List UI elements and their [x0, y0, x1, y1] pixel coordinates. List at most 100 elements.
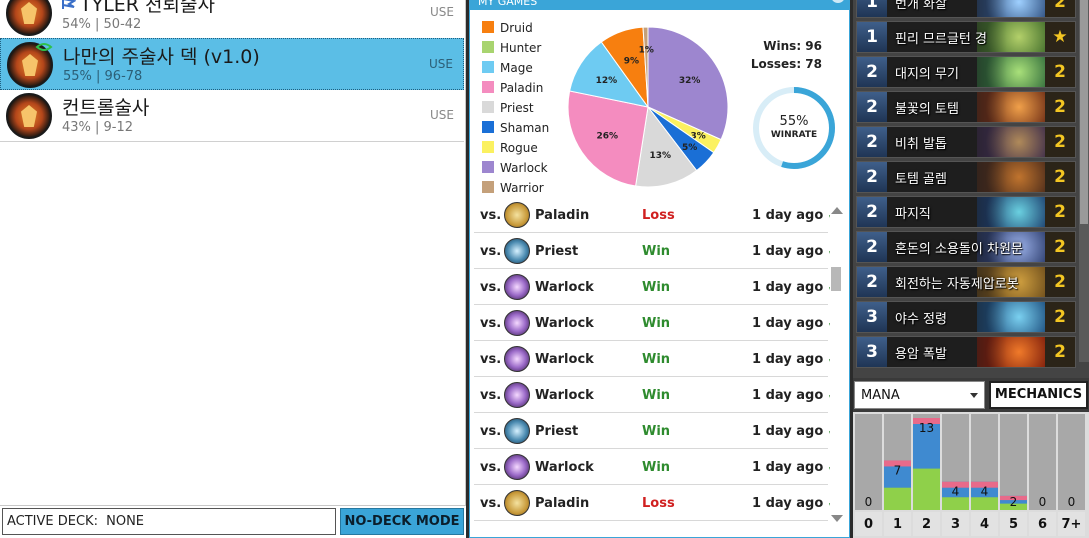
- game-result: Win: [642, 424, 671, 439]
- game-row[interactable]: vs. Warlock Win 1 day ago✓: [474, 377, 830, 413]
- gear-icon[interactable]: [831, 0, 845, 3]
- game-time-text: 1 day ago: [752, 496, 824, 511]
- game-vs-label: vs.: [480, 388, 502, 403]
- legend-swatch: [482, 61, 494, 73]
- mana-cost-cell[interactable]: [913, 512, 940, 536]
- legend-swatch: [482, 21, 494, 33]
- card-row[interactable]: 3 용암 폭발 2: [856, 336, 1076, 368]
- pie-label: 26%: [596, 131, 618, 141]
- card-count: 2: [1045, 232, 1075, 262]
- card-cost: 3: [857, 337, 887, 367]
- card-row[interactable]: 2 비취 발톱 2: [856, 126, 1076, 158]
- card-name: 용암 폭발: [895, 347, 947, 362]
- mana-curve-svg: 0 0 7 1 13 2 4 3 4 4 2 5 0 6 0 7+: [855, 414, 1085, 536]
- card-row[interactable]: 2 대지의 무기 2: [856, 56, 1076, 88]
- pie-label: 13%: [649, 151, 671, 161]
- card-row[interactable]: 2 파지직 2: [856, 196, 1076, 228]
- deck-list: TYLER 천뢰술사 54% | 50-42 USE 나만의 주술사 덱 (v1.0)…: [0, 0, 466, 505]
- legend-item: Warlock: [482, 161, 549, 181]
- priest-hero-icon: [504, 418, 530, 444]
- deck-row[interactable]: 나만의 주술사 덱 (v1.0) 55% | 96-78 USE: [0, 38, 464, 90]
- card-name: 비취 발톱: [895, 137, 947, 152]
- scroll-down-icon[interactable]: [831, 515, 843, 522]
- card-cost: 2: [857, 127, 887, 157]
- deck-name: TYLER 천뢰술사: [62, 0, 215, 17]
- game-row[interactable]: vs. Priest Win 1 day ago✓: [474, 233, 830, 269]
- mana-cost-cell[interactable]: [855, 512, 882, 536]
- card-row[interactable]: 1 번개 화살 2: [856, 0, 1076, 18]
- mana-cost-cell[interactable]: [1058, 512, 1085, 536]
- mana-cost-cell[interactable]: [942, 512, 969, 536]
- game-row[interactable]: vs. Warlock Win 1 day ago✓: [474, 269, 830, 305]
- card-row[interactable]: 2 회전하는 자동제압로봇 2: [856, 266, 1076, 298]
- deck-row[interactable]: 컨트롤술사 43% | 9-12 USE: [0, 90, 464, 142]
- cards-scroll-thumb[interactable]: [1080, 0, 1088, 224]
- check-icon: ✓: [827, 208, 830, 223]
- pie-slice-warrior: [642, 27, 649, 108]
- card-row[interactable]: 3 야수 정령 2: [856, 301, 1076, 333]
- mana-bar-value: 4: [981, 485, 989, 499]
- mana-cost-label: 3: [951, 517, 960, 532]
- game-result: Win: [642, 280, 671, 295]
- card-list: 1 번개 화살 2 1 핀리 므르글턴 경 ★ 2 대지의 무기 2 2 불꽃의 토템 2 2 비취 발톱…: [853, 0, 1089, 378]
- card-name: 파지직: [895, 207, 931, 222]
- card-count: 2: [1045, 337, 1075, 367]
- mana-dropdown[interactable]: MANA: [854, 381, 985, 409]
- mana-cost-cell[interactable]: [1000, 512, 1027, 536]
- no-deck-mode-button[interactable]: NO-DECK MODE: [340, 508, 464, 535]
- opponent-class: Priest: [535, 244, 579, 259]
- active-deck-label: ACTIVE DECK:: [7, 514, 98, 529]
- cards-scrollbar[interactable]: [1079, 0, 1089, 362]
- use-deck-button[interactable]: USE: [430, 5, 454, 19]
- scroll-up-icon[interactable]: [831, 207, 843, 214]
- game-row[interactable]: vs. Paladin Loss 1 day ago✓: [474, 197, 830, 233]
- use-deck-button[interactable]: USE: [430, 108, 454, 122]
- check-icon: ✓: [827, 424, 830, 439]
- games-scrollbar[interactable]: [830, 207, 843, 525]
- warlock-hero-icon: [504, 274, 530, 300]
- deck-cards-panel: 1 번개 화살 2 1 핀리 므르글턴 경 ★ 2 대지의 무기 2 2 불꽃의 토템 2 2 비취 발톱…: [853, 0, 1089, 538]
- shaman-class-icon: [6, 0, 52, 36]
- mana-cost-label: 7+: [1062, 517, 1082, 532]
- card-row[interactable]: 2 혼돈의 소용돌이 차원문 2: [856, 231, 1076, 263]
- legend-label: Druid: [500, 21, 533, 35]
- mana-cost-cell[interactable]: [1029, 512, 1056, 536]
- opponent-class: Warlock: [535, 352, 594, 367]
- game-result: Win: [642, 388, 671, 403]
- mana-bar-value: 0: [1068, 495, 1076, 509]
- game-vs-label: vs.: [480, 460, 502, 475]
- legend-item: Hunter: [482, 41, 549, 61]
- mana-cost-cell[interactable]: [884, 512, 911, 536]
- winrate-ring: [753, 87, 835, 169]
- pie-label: 5%: [682, 143, 697, 153]
- mana-cost-label: 2: [922, 517, 931, 532]
- legend-swatch: [482, 161, 494, 173]
- card-row[interactable]: 2 토템 골렘 2: [856, 161, 1076, 193]
- card-count: 2: [1045, 302, 1075, 332]
- card-name: 번개 화살: [895, 0, 947, 12]
- game-time: 1 day ago✓: [752, 208, 830, 223]
- legend-label: Warrior: [500, 181, 544, 195]
- card-cost: 2: [857, 232, 887, 262]
- card-row[interactable]: 1 핀리 므르글턴 경 ★: [856, 21, 1076, 53]
- game-row[interactable]: vs. Warlock Win 1 day ago✓: [474, 305, 830, 341]
- game-vs-label: vs.: [480, 280, 502, 295]
- game-row[interactable]: vs. Priest Win 1 day ago✓: [474, 413, 830, 449]
- deck-row[interactable]: TYLER 천뢰술사 54% | 50-42 USE: [0, 0, 464, 39]
- game-row[interactable]: vs. Warlock Win 1 day ago✓: [474, 449, 830, 485]
- pie-slice-mage: [569, 41, 650, 108]
- legend-label: Rogue: [500, 141, 538, 155]
- card-name: 핀리 므르글턴 경: [895, 32, 987, 47]
- scroll-thumb[interactable]: [831, 267, 841, 291]
- card-row[interactable]: 2 불꽃의 토템 2: [856, 91, 1076, 123]
- game-row[interactable]: vs. Paladin Loss 1 day ago✓: [474, 485, 830, 521]
- game-row[interactable]: vs. Warlock Win 1 day ago✓: [474, 341, 830, 377]
- use-deck-button[interactable]: USE: [429, 57, 453, 71]
- mana-cost-cell[interactable]: [971, 512, 998, 536]
- paladin-hero-icon: [504, 490, 530, 516]
- check-icon: ✓: [827, 388, 830, 403]
- deck-stats: 54% | 50-42: [62, 17, 142, 32]
- mechanics-button[interactable]: MECHANICS: [989, 381, 1088, 409]
- game-time-text: 1 day ago: [752, 208, 824, 223]
- mana-cost-label: 0: [864, 517, 873, 532]
